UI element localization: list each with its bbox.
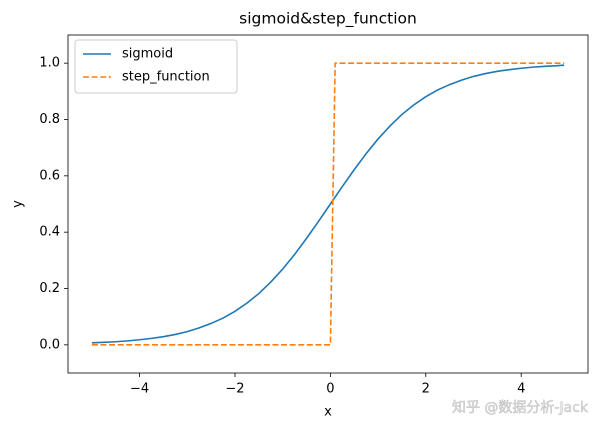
x-tick-label: 2 xyxy=(422,382,430,397)
x-tick-label: 0 xyxy=(326,382,334,397)
y-tick-label: 0.2 xyxy=(39,281,60,296)
y-tick-label: 0.8 xyxy=(39,112,60,127)
x-tick-label: −4 xyxy=(130,382,149,397)
x-tick-label: −2 xyxy=(225,382,244,397)
y-tick-label: 0.0 xyxy=(39,337,60,352)
y-tick-label: 0.6 xyxy=(39,168,60,183)
watermark: 知乎 @数据分析-Jack xyxy=(452,399,589,416)
x-tick-label: 4 xyxy=(517,382,525,397)
y-axis-label: y xyxy=(11,200,26,208)
chart-title: sigmoid&step_function xyxy=(239,10,417,29)
y-tick-label: 1.0 xyxy=(39,56,60,71)
legend-box xyxy=(74,39,238,94)
series-line xyxy=(91,64,565,344)
x-axis-label: x xyxy=(324,405,332,420)
series-line xyxy=(91,62,565,346)
legend-label: sigmoid xyxy=(122,47,173,62)
y-tick-label: 0.4 xyxy=(39,225,60,240)
plot-frame xyxy=(67,34,589,374)
legend-label: step_function xyxy=(122,70,210,85)
